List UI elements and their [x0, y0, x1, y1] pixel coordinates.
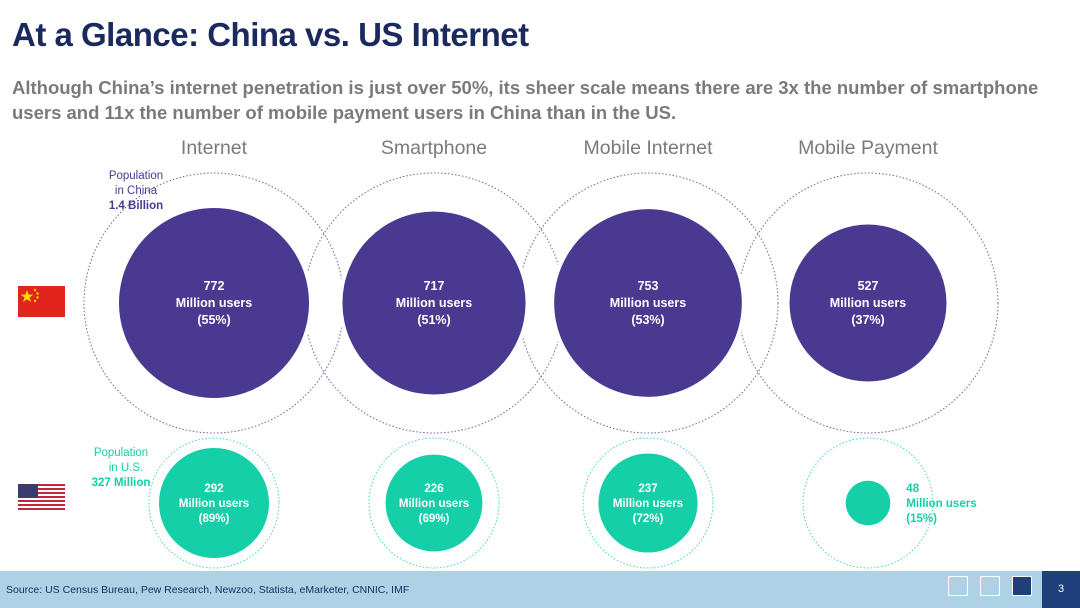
us-label-3-line0: 48 — [906, 483, 919, 495]
us-bubble-1 — [385, 454, 483, 552]
sinica-logo-icon — [948, 576, 968, 596]
us-bubble-0 — [159, 448, 269, 558]
source-text: Source: US Census Bureau, Pew Research, … — [6, 584, 410, 596]
population-china-line1: Population — [109, 170, 163, 182]
page-subtitle: Although China’s internet penetration is… — [12, 77, 1039, 123]
column-header-mobile-internet: Mobile Internet — [584, 137, 714, 159]
population-china-line2: in China — [115, 185, 158, 197]
china-population-ring-2 — [517, 172, 779, 434]
us-label-1-line1: Million users — [399, 498, 469, 510]
china-population-ring-3 — [737, 172, 999, 434]
china-flag-icon — [18, 286, 65, 317]
china-bubble-0 — [119, 208, 309, 398]
us-label-1-line2: (69%) — [419, 513, 450, 525]
china-label-0-line1: Million users — [176, 296, 252, 310]
us-label-3-line2: (15%) — [906, 513, 937, 525]
us-label-2-line0: 237 — [638, 483, 657, 495]
china-label-0-line0: 772 — [204, 279, 225, 293]
china-label-2-line2: (53%) — [631, 313, 664, 327]
bubble-chart: Internet Smartphone Mobile Internet Mobile … — [83, 137, 999, 569]
china-label-3-line2: (37%) — [851, 313, 884, 327]
us-bubble-2 — [598, 453, 698, 553]
china-label-3-line0: 527 — [858, 279, 879, 293]
china-label-2-line1: Million users — [610, 296, 686, 310]
us-label-3-line1: Million users — [906, 498, 976, 510]
population-china-value: 1.4 Billion — [109, 200, 163, 212]
china-bubble-2 — [554, 209, 742, 397]
china-label-2-line0: 753 — [638, 279, 659, 293]
us-population-ring-2 — [582, 437, 714, 569]
page-title: At a Glance: China vs. US Internet — [12, 16, 529, 53]
us-label-2-line2: (72%) — [633, 513, 664, 525]
us-label-2-line1: Million users — [613, 498, 683, 510]
us-flag-icon — [18, 484, 65, 510]
china-label-3-line1: Million users — [830, 296, 906, 310]
column-header-mobile-payment: Mobile Payment — [798, 137, 938, 159]
population-us-value: 327 Million — [92, 477, 151, 489]
china-label-1-line2: (51%) — [417, 313, 450, 327]
column-header-internet: Internet — [181, 137, 248, 159]
us-label-1-line0: 226 — [424, 483, 443, 495]
china-label-0-line2: (55%) — [197, 313, 230, 327]
us-population-ring-0 — [148, 437, 280, 569]
500-logo-icon — [980, 576, 1000, 596]
footer: Source: US Census Bureau, Pew Research, … — [0, 571, 1080, 608]
us-population-ring-1 — [368, 437, 500, 569]
supchina-logo-icon — [1012, 576, 1032, 596]
population-us-line1: Population — [94, 447, 148, 459]
population-us-line2: in U.S. — [109, 462, 144, 474]
china-label-1-line0: 717 — [424, 279, 445, 293]
us-label-0-line2: (89%) — [199, 513, 230, 525]
china-label-1-line1: Million users — [396, 296, 472, 310]
us-label-0-line0: 292 — [204, 483, 223, 495]
column-header-smartphone: Smartphone — [381, 137, 487, 159]
us-bubble-3 — [845, 480, 891, 526]
us-label-0-line1: Million users — [179, 498, 249, 510]
china-bubble-1 — [342, 211, 526, 395]
us-population-ring-3 — [802, 437, 934, 569]
china-bubble-3 — [789, 224, 947, 382]
page-number: 3 — [1042, 571, 1080, 608]
